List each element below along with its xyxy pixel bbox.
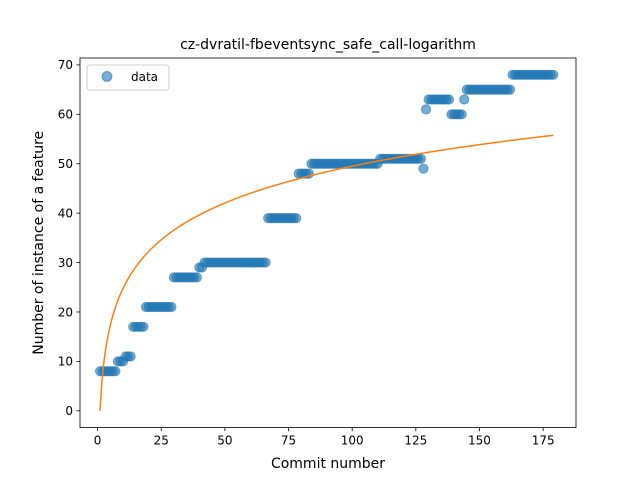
- data-point: [418, 163, 429, 174]
- axes-frame: [79, 57, 577, 429]
- x-tick-label: 25: [154, 434, 169, 448]
- y-tick-label: 70: [58, 58, 73, 72]
- data-point: [443, 94, 455, 105]
- x-tick-label: 0: [94, 434, 102, 448]
- data-point: [291, 212, 302, 224]
- y-tick-label: 0: [65, 404, 73, 418]
- data-point: [459, 94, 470, 105]
- y-tick-label: 40: [58, 206, 73, 220]
- chart-title: cz-dvratil-fbeventsync_safe_call-logarit…: [180, 37, 476, 53]
- y-tick-label: 60: [58, 108, 73, 122]
- fit-curve: [99, 134, 554, 411]
- legend-label-data: data: [131, 70, 158, 84]
- x-tick-label: 100: [341, 434, 364, 448]
- y-tick-label: 10: [58, 355, 73, 369]
- data-point: [548, 69, 559, 80]
- legend-marker: [101, 71, 113, 82]
- y-axis-label: Number of instance of a feature: [31, 131, 47, 355]
- y-tick-label: 20: [58, 305, 73, 319]
- series-data: [95, 69, 559, 377]
- data-point: [456, 109, 467, 120]
- data-point: [191, 272, 202, 283]
- data-point: [138, 321, 149, 332]
- x-tick-label: 125: [404, 434, 427, 448]
- x-tick-label: 150: [468, 434, 491, 448]
- y-tick-label: 30: [58, 256, 73, 270]
- x-axis: 0 25 50 75 100 125 150 175: [94, 427, 555, 448]
- x-tick-label: 75: [281, 434, 296, 448]
- x-tick-label: 175: [532, 434, 555, 448]
- data-point: [110, 366, 121, 377]
- data-point: [420, 104, 432, 115]
- data-point: [504, 84, 516, 95]
- data-point: [125, 351, 136, 362]
- data-point: [260, 257, 271, 268]
- plot-area: [95, 69, 559, 411]
- x-tick-label: 50: [217, 434, 232, 448]
- data-point: [415, 153, 427, 164]
- data-point: [166, 301, 177, 313]
- legend: data: [86, 64, 170, 91]
- x-axis-label: Commit number: [271, 456, 385, 472]
- y-tick-label: 50: [58, 157, 73, 171]
- y-axis: 0 10 20 30 40 50 60 70: [58, 58, 80, 418]
